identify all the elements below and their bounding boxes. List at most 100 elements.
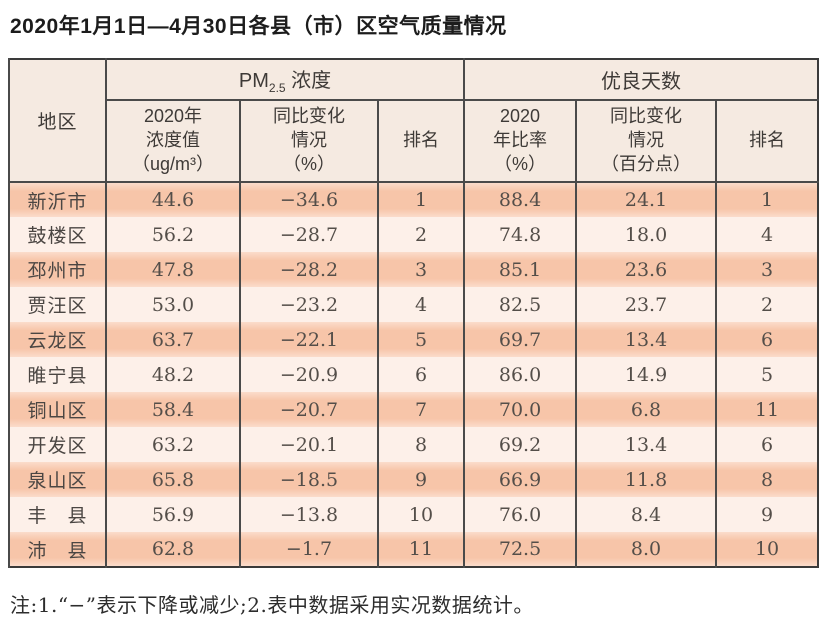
region-cell: 铜山区 [8, 392, 106, 427]
good-change-cell: 18.0 [575, 217, 717, 252]
table-row: 开发区 63.2 −20.1 8 69.2 13.4 6 [8, 427, 819, 462]
pm-change-cell: −28.7 [239, 217, 378, 252]
footnote: 注:1.“−”表示下降或减少;2.表中数据采用实况数据统计。 [10, 593, 534, 617]
good-change-cell: 8.4 [575, 497, 717, 532]
pm-rank-cell: 2 [376, 217, 465, 252]
region-cell: 新沂市 [8, 182, 106, 217]
good-change-cell: 24.1 [575, 182, 717, 217]
region-cell: 睢宁县 [8, 357, 106, 392]
pm-rank-cell: 8 [376, 427, 465, 462]
pm-change-cell: −22.1 [239, 322, 378, 357]
table-row: 鼓楼区 56.2 −28.7 2 74.8 18.0 4 [8, 217, 819, 252]
pm-change-cell: −20.1 [239, 427, 378, 462]
good-change-cell: 23.7 [575, 287, 717, 322]
region-cell: 云龙区 [8, 322, 106, 357]
good-rank-cell: 6 [715, 427, 819, 462]
good-change-cell: 14.9 [575, 357, 717, 392]
good-rank-cell: 11 [715, 392, 819, 427]
good-ratio-cell: 66.9 [463, 462, 577, 497]
table-header: 地区 PM2.5 浓度 优良天数 2020年 浓度值 （ug/m³） 同比变化 … [8, 59, 819, 183]
region-cell: 丰 县 [8, 497, 106, 532]
pm-change-cell: −1.7 [239, 532, 378, 567]
good-rank-cell: 8 [715, 462, 819, 497]
pm-value-cell: 48.2 [105, 357, 240, 392]
pm-change-cell: −28.2 [239, 252, 378, 287]
good-change-cell: 13.4 [575, 427, 717, 462]
pm-value-cell: 65.8 [105, 462, 240, 497]
good-change-cell: 23.6 [575, 252, 717, 287]
pm-change-cell: −34.6 [239, 182, 378, 217]
table-row: 新沂市 44.6 −34.6 1 88.4 24.1 1 [8, 182, 819, 217]
table-row: 丰 县 56.9 −13.8 10 76.0 8.4 9 [8, 497, 819, 532]
pm-value-column-header: 2020年 浓度值 （ug/m³） [105, 100, 240, 183]
good-ratio-column-header: 2020 年比率 （%） [463, 100, 577, 183]
sub-header-row: 2020年 浓度值 （ug/m³） 同比变化 情况 （%） 排名 2020 年比… [9, 100, 819, 183]
good-ratio-cell: 88.4 [463, 182, 577, 217]
pm-value-cell: 63.2 [105, 427, 240, 462]
pm-rank-cell: 9 [376, 462, 465, 497]
pm-change-cell: −20.7 [239, 392, 378, 427]
good-rank-column-header: 排名 [715, 100, 819, 183]
good-rank-cell: 10 [715, 532, 819, 567]
group-header-row: 地区 PM2.5 浓度 优良天数 [8, 59, 819, 183]
table-row: 睢宁县 48.2 −20.9 6 86.0 14.9 5 [8, 357, 819, 392]
pm-value-cell: 53.0 [105, 287, 240, 322]
pm-rank-cell: 1 [376, 182, 465, 217]
table-row: 泉山区 65.8 −18.5 9 66.9 11.8 8 [8, 462, 819, 497]
good-ratio-cell: 74.8 [463, 217, 577, 252]
pm-change-cell: −20.9 [239, 357, 378, 392]
good-change-column-header: 同比变化 情况 （百分点） [575, 100, 717, 183]
good-ratio-cell: 72.5 [463, 532, 577, 567]
pm25-label-suffix: 浓度 [285, 70, 332, 92]
good-change-cell: 13.4 [575, 322, 717, 357]
pm-change-cell: −23.2 [239, 287, 378, 322]
pm-rank-column-header: 排名 [376, 100, 465, 183]
pm-change-cell: −18.5 [239, 462, 378, 497]
good-rank-cell: 9 [715, 497, 819, 532]
good-rank-cell: 1 [715, 182, 819, 217]
pm-value-cell: 63.7 [105, 322, 240, 357]
table-row: 贾汪区 53.0 −23.2 4 82.5 23.7 2 [8, 287, 819, 322]
pm-rank-cell: 6 [376, 357, 465, 392]
region-column-header: 地区 [8, 59, 106, 183]
good-rank-cell: 3 [715, 252, 819, 287]
pm25-label-subscript: 2.5 [268, 81, 286, 95]
pm-rank-cell: 4 [376, 287, 465, 322]
pm-value-cell: 44.6 [105, 182, 240, 217]
good-rank-cell: 5 [715, 357, 819, 392]
good-ratio-cell: 69.2 [463, 427, 577, 462]
good-ratio-cell: 86.0 [463, 357, 577, 392]
pm-rank-cell: 11 [376, 532, 465, 567]
good-rank-cell: 6 [715, 322, 819, 357]
good-days-group-header: 优良天数 [463, 59, 819, 101]
region-cell: 邳州市 [8, 252, 106, 287]
air-quality-table: 地区 PM2.5 浓度 优良天数 2020年 浓度值 （ug/m³） 同比变化 … [8, 58, 820, 568]
pm-value-cell: 62.8 [105, 532, 240, 567]
good-rank-cell: 4 [715, 217, 819, 252]
good-change-cell: 11.8 [575, 462, 717, 497]
good-change-cell: 8.0 [575, 532, 717, 567]
pm-rank-cell: 3 [376, 252, 465, 287]
good-ratio-cell: 85.1 [463, 252, 577, 287]
pm-change-column-header: 同比变化 情况 （%） [239, 100, 378, 183]
region-cell: 鼓楼区 [8, 217, 106, 252]
good-rank-cell: 2 [715, 287, 819, 322]
region-cell: 贾汪区 [8, 287, 106, 322]
table-row: 铜山区 58.4 −20.7 7 70.0 6.8 11 [8, 392, 819, 427]
good-ratio-cell: 82.5 [463, 287, 577, 322]
region-cell: 沛 县 [8, 532, 106, 567]
good-change-cell: 6.8 [575, 392, 717, 427]
pm-rank-cell: 5 [376, 322, 465, 357]
page-title: 2020年1月1日—4月30日各县（市）区空气质量情况 [10, 15, 507, 38]
table-row: 邳州市 47.8 −28.2 3 85.1 23.6 3 [8, 252, 819, 287]
good-ratio-cell: 70.0 [463, 392, 577, 427]
pm25-group-header: PM2.5 浓度 [104, 59, 465, 101]
region-cell: 泉山区 [8, 462, 106, 497]
table-body: 新沂市 44.6 −34.6 1 88.4 24.1 1 鼓楼区 56.2 −28.7 2 74.8 1… [8, 182, 819, 567]
pm-value-cell: 47.8 [105, 252, 240, 287]
pm25-label-prefix: PM [238, 70, 269, 92]
pm-value-cell: 56.9 [105, 497, 240, 532]
pm-rank-cell: 7 [376, 392, 465, 427]
pm-value-cell: 56.2 [105, 217, 240, 252]
table-row: 沛 县 62.8 −1.7 11 72.5 8.0 10 [8, 532, 819, 567]
